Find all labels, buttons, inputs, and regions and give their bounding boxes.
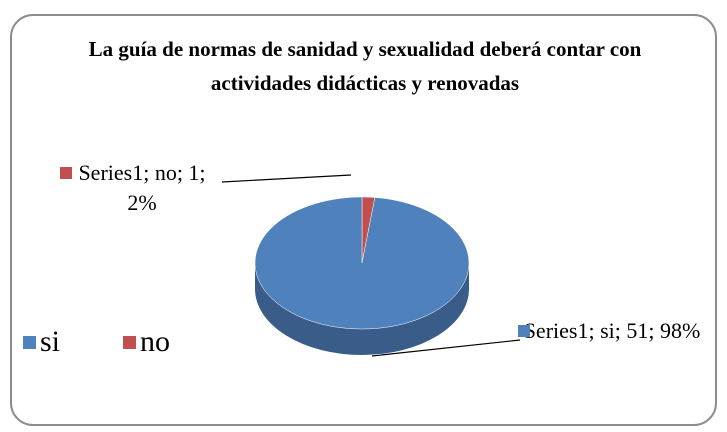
- legend-label: no: [140, 325, 170, 358]
- data-label-swatch: [518, 325, 530, 337]
- data-label: Series1; si; 51; 98%: [523, 318, 701, 343]
- legend-swatch: [123, 336, 136, 349]
- legend-swatch: [23, 336, 36, 349]
- leader-line: [371, 339, 521, 357]
- legend-label: si: [40, 325, 61, 358]
- data-label: Series1; no; 1; 2%: [78, 160, 206, 215]
- chart-title: La guía de normas de sanidad y sexualida…: [88, 37, 658, 95]
- pie-side: [255, 263, 469, 355]
- leader-line: [221, 174, 352, 183]
- data-label-swatch: [60, 167, 72, 179]
- pie-slice: [254, 196, 470, 330]
